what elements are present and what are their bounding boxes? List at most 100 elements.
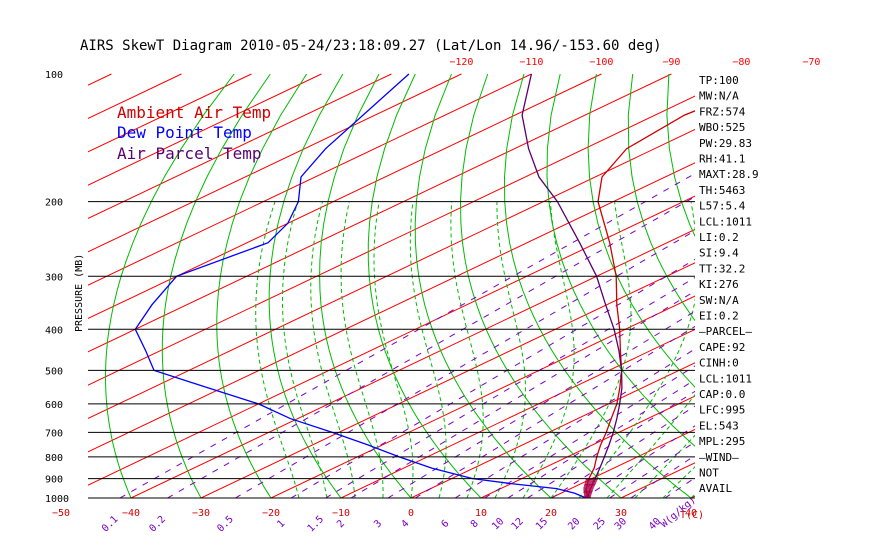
isotherm-line (88, 73, 672, 353)
mixing-ratio-line (551, 405, 695, 498)
index-item: CAP:0.0 (699, 388, 745, 401)
mixing-ratio-tick-label: 8 (469, 518, 481, 530)
mixing-ratio-tick-label: 2 (335, 518, 347, 530)
isotherm-line (88, 73, 532, 286)
moist-adiabat-line (373, 201, 414, 498)
legend: Ambient Air Temp Dew Point Temp Air Parc… (117, 103, 271, 163)
index-item: TH:5463 (699, 184, 745, 197)
temperature-axis-label: T(C) (680, 510, 704, 521)
index-item: LI:0.2 (699, 231, 739, 244)
index-item: FRZ:574 (699, 105, 746, 118)
isotherm-line (130, 228, 695, 498)
isotherm-line (340, 328, 695, 498)
mixing-ratio-line (119, 172, 695, 498)
legend-parcel: Air Parcel Temp (117, 144, 262, 163)
isotherm-grid (88, 73, 870, 498)
isotherm-line (200, 262, 695, 498)
bottom-temperature-tick-label: 10 (475, 508, 487, 519)
mixing-ratio-line (454, 348, 695, 498)
index-item: MAXT:28.9 (699, 168, 759, 181)
dry-adiabat-line (666, 73, 695, 238)
mixing-ratio-line (583, 425, 695, 498)
chart-title: AIRS SkewT Diagram 2010-05-24/23:18:09.2… (80, 38, 662, 54)
dry-adiabat-line (546, 73, 695, 447)
mixing-ratio-tick-label: 10 (490, 516, 506, 532)
moist-adiabat-line (662, 466, 695, 498)
bottom-temperature-tick-label: 40 (685, 508, 697, 519)
dry-adiabat-line (268, 73, 344, 498)
legend-dewpoint: Dew Point Temp (117, 123, 252, 142)
index-item: KI:276 (699, 278, 739, 291)
bottom-temperature-tick-label: −10 (332, 508, 350, 519)
dry-adiabat-line (459, 73, 622, 498)
dry-adiabat-line (161, 73, 271, 498)
index-item: EI:0.2 (699, 310, 739, 323)
top-temperature-tick-label: −80 (732, 57, 750, 68)
pressure-tick-label: 500 (45, 366, 63, 377)
dry-adiabat-line (319, 73, 412, 498)
pressure-axis-label: PRESSURE (MB) (74, 254, 85, 332)
mixing-ratio-line (484, 365, 695, 498)
dry-adiabat-line (741, 74, 870, 498)
mixing-ratio-line (630, 454, 695, 498)
index-item: SI:9.4 (699, 247, 739, 260)
moist-adiabat-line (255, 201, 300, 498)
mixing-ratio-tick-label: 1 (275, 518, 287, 530)
mixing-ratio-tick-label: 0.5 (215, 514, 236, 535)
pressure-tick-label: 300 (45, 272, 63, 283)
mixing-ratio-tick-label: 1.5 (306, 514, 327, 535)
bottom-temperature-tick-label: 20 (545, 508, 557, 519)
mixing-ratio-axis: 0.1 0.2 0.5 1 1.5 2 3 4 6 8 10 12 15 20 25 30 40 (100, 514, 663, 535)
mixing-ratio-tick-label: 0.2 (147, 514, 168, 535)
isotherm-line (761, 74, 870, 498)
index-item: TP:100 (699, 74, 739, 87)
index-item: RH:41.1 (699, 153, 745, 166)
pressure-tick-label: 700 (45, 428, 63, 439)
mixing-ratio-tick-label: 20 (566, 516, 582, 532)
top-temperature-tick-label: −110 (519, 57, 543, 68)
mixing-ratio-tick-label: 6 (439, 518, 451, 530)
index-item: MW:N/A (699, 90, 739, 103)
bottom-temperature-tick-label: 0 (408, 508, 414, 519)
index-item: LCL:1011 (699, 215, 752, 228)
index-item: WBO:525 (699, 121, 745, 134)
moist-adiabat-line (310, 201, 356, 498)
moist-adiabat-grid (255, 201, 695, 498)
top-temperature-tick-label: −90 (662, 57, 680, 68)
isotherm-line (88, 73, 322, 186)
mixing-ratio-tick-label: 25 (592, 516, 608, 532)
index-item: EL:543 (699, 419, 739, 432)
isotherm-line (410, 362, 695, 498)
bottom-temperature-tick-label: −40 (122, 508, 140, 519)
isotherm-line (88, 128, 695, 420)
dry-adiabat-line (627, 73, 695, 322)
index-item: TT:32.2 (699, 262, 745, 275)
pressure-tick-label: 200 (45, 198, 63, 209)
top-temperature-tick-label: −120 (449, 57, 473, 68)
pressure-tick-label: 800 (45, 453, 63, 464)
bottom-temperature-tick-label: −30 (192, 508, 210, 519)
index-item: —WIND— (699, 451, 739, 464)
pressure-tick-label: 400 (45, 325, 63, 336)
moist-adiabat-line (522, 201, 575, 498)
index-item: CAPE:92 (699, 341, 745, 354)
top-temperature-axis: −120−110−100−90−80−70−60−50−40 (449, 57, 820, 68)
top-temperature-tick-label: −70 (802, 57, 820, 68)
moist-adiabat-line (634, 434, 695, 498)
pressure-axis: 100 200 300 400 500 600 700 800 900 1000 (45, 70, 69, 505)
isotherm-line (88, 73, 462, 253)
bottom-temperature-axis: −50 −40 −30 −20 −10 0 10 20 30 40 (52, 508, 697, 519)
mixing-ratio-tick-label: 12 (510, 516, 526, 532)
bottom-temperature-tick-label: −50 (52, 508, 70, 519)
stability-indices: TP:100 MW:N/A FRZ:574 WBO:525 PW:29.83 RH:41.… (699, 74, 759, 495)
mixing-ratio-line (527, 390, 695, 498)
index-item: LCL:1011 (699, 372, 752, 385)
moist-adiabat-line (282, 201, 328, 498)
mixing-ratio-line (507, 379, 695, 498)
mixing-ratio-line (664, 477, 695, 498)
dry-adiabat-line (778, 74, 870, 498)
mixing-ratio-grid (119, 172, 695, 498)
dry-adiabat-line (414, 73, 552, 498)
index-item: AVAIL (699, 482, 732, 495)
